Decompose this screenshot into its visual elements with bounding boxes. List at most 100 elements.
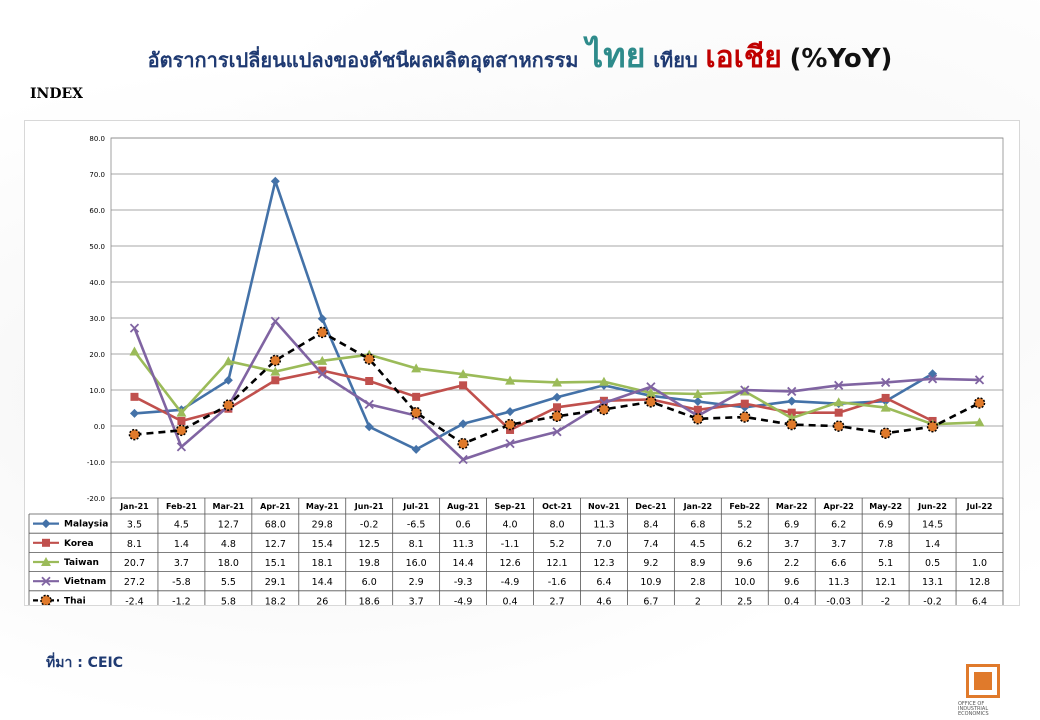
- x-tick-label: Feb-21: [166, 502, 197, 511]
- data-table-value: 5.2: [549, 539, 564, 550]
- x-tick-label: Sep-21: [494, 502, 526, 511]
- data-point: [223, 356, 234, 366]
- data-table-value: 10.9: [640, 577, 661, 588]
- data-point: [787, 408, 796, 417]
- data-table-value: 14.5: [922, 520, 943, 531]
- data-point: [363, 353, 375, 365]
- data-table-value: 11.3: [453, 539, 474, 550]
- data-table-value: 3.7: [174, 558, 189, 569]
- data-point: [692, 388, 703, 398]
- data-table-value: 6.8: [690, 520, 705, 531]
- x-tick-label: Jul-22: [966, 502, 993, 511]
- data-table-value: 12.5: [359, 539, 380, 550]
- data-table-value: -1.2: [172, 596, 191, 605]
- data-table-value: -1.6: [548, 577, 567, 588]
- line-chart: 80.0 70.0 60.0 50.0 40.0 30.0 20.0 10.0 0.0 -10.0…: [28, 135, 1004, 611]
- data-table-value: 0.4: [784, 596, 799, 605]
- data-table-value: 9.6: [784, 577, 799, 588]
- data-table-value: 9.6: [737, 558, 752, 569]
- data-point: [42, 538, 50, 547]
- data-table-value: 4.6: [596, 596, 611, 605]
- data-point: [40, 594, 52, 607]
- data-point: [269, 354, 282, 367]
- data-point: [412, 392, 421, 401]
- data-table-value: 2.2: [784, 558, 799, 569]
- data-point: [270, 176, 280, 186]
- data-point: [318, 366, 327, 375]
- data-point: [553, 403, 561, 412]
- data-table-value: -2: [881, 596, 890, 605]
- y-tick-label: 10.0: [89, 387, 105, 395]
- data-point: [223, 375, 233, 385]
- data-table-value: 29.1: [265, 577, 286, 588]
- legend-series-name: Thai: [64, 596, 86, 605]
- data-table-value: 12.8: [969, 577, 990, 588]
- title-vs: เทียบ: [653, 48, 698, 72]
- data-point: [974, 417, 985, 427]
- data-table-value: 4.5: [690, 539, 705, 550]
- y-tick-label: -20.0: [87, 495, 105, 503]
- x-tick-label: Jul-21: [402, 502, 429, 511]
- legend-series-name: Vietnam: [64, 577, 106, 587]
- data-table-value: 0.5: [925, 558, 940, 569]
- x-tick-label: Nov-21: [588, 502, 620, 511]
- data-point: [973, 397, 986, 409]
- title-unit: (%YoY): [789, 44, 893, 74]
- data-point: [551, 410, 563, 423]
- data-table-value: 6.0: [362, 577, 377, 588]
- data-table-value: 8.4: [643, 520, 658, 531]
- data-point: [128, 428, 141, 441]
- data-point: [365, 377, 374, 385]
- title-asia: เอเชีย: [705, 40, 782, 75]
- title-main: อัตราการเปลี่ยนแปลงของดัชนีผลผลิตอุตสาหก…: [147, 48, 579, 72]
- data-point: [834, 380, 844, 390]
- data-table-value: 1.0: [972, 558, 987, 569]
- data-point: [740, 385, 750, 395]
- x-tick-label: Oct-21: [542, 502, 572, 511]
- data-point: [177, 416, 186, 425]
- legend-series-name: Korea: [64, 539, 94, 549]
- data-table-value: 12.7: [218, 520, 239, 531]
- x-tick-label: Apr-21: [260, 502, 291, 511]
- legend-series-name: Malaysia: [64, 520, 108, 530]
- data-point: [834, 408, 843, 417]
- data-point: [504, 418, 516, 431]
- data-table-value: 6.2: [831, 520, 846, 531]
- data-table-value: 1.4: [174, 539, 189, 550]
- x-tick-label: May-21: [306, 502, 339, 511]
- data-point: [693, 397, 703, 407]
- data-point: [785, 418, 798, 431]
- x-tick-label: Apr-22: [824, 502, 854, 511]
- data-table-value: 14.4: [453, 558, 474, 569]
- data-point: [129, 346, 140, 356]
- data-table-value: 3.5: [127, 520, 142, 531]
- data-table-value: 5.1: [878, 558, 893, 569]
- data-point: [270, 366, 281, 376]
- x-tick-label: May-22: [869, 502, 902, 511]
- x-tick-label: Feb-22: [729, 502, 760, 511]
- data-table-value: 6.9: [784, 520, 799, 531]
- data-table-value: 5.2: [737, 520, 752, 531]
- data-table-value: 6.4: [596, 577, 611, 588]
- data-table-value: 19.8: [359, 558, 380, 569]
- chart-area: 80.0 70.0 60.0 50.0 40.0 30.0 20.0 10.0 0.0 -10.0…: [24, 120, 1020, 611]
- data-table-value: 0.4: [502, 596, 517, 605]
- data-point: [176, 442, 187, 452]
- data-point: [505, 375, 516, 385]
- data-table-value: -4.9: [454, 596, 473, 605]
- data-point: [364, 422, 374, 432]
- data-point: [364, 399, 374, 410]
- data-table-value: 12.1: [546, 558, 567, 569]
- data-table-value: -5.8: [172, 577, 191, 588]
- y-axis-label: INDEX: [30, 86, 84, 102]
- data-table-value: 18.6: [359, 596, 380, 605]
- data-table-value: -6.5: [407, 520, 426, 531]
- series-line: [133, 369, 934, 432]
- data-table-value: 26: [316, 596, 328, 605]
- data-point: [787, 396, 797, 406]
- data-point: [739, 411, 751, 423]
- data-table-value: 8.1: [409, 539, 424, 550]
- data-table-value: 4.5: [174, 520, 189, 531]
- data-point: [693, 405, 702, 414]
- data-point: [130, 392, 139, 401]
